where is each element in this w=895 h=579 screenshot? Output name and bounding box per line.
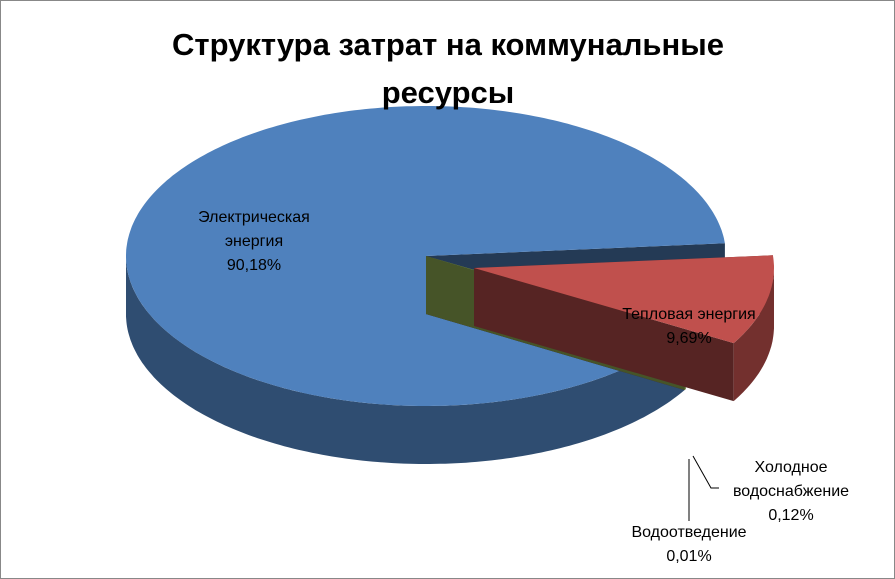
chart-title: Структура затрат на коммунальные ресурсы (172, 27, 724, 110)
pie-slice (474, 255, 774, 402)
label-value: 0,12% (768, 507, 814, 524)
leader-line (692, 455, 719, 489)
label-value: 90,18% (226, 257, 282, 274)
label-name: Водоотведение (631, 524, 747, 541)
data-label: Холодное водоснабжение 0,12% (706, 456, 876, 528)
slice-wall (126, 256, 685, 464)
data-label: Тепловая энергия 9,69% (589, 303, 789, 351)
label-name: Электрическая энергия (198, 209, 310, 250)
label-value: 9,69% (666, 330, 712, 347)
data-label: Водоотведение 0,01% (599, 521, 779, 569)
slice-wall (733, 268, 774, 402)
slice-top (474, 255, 774, 344)
label-value: 0,01% (666, 548, 712, 565)
label-name: Холодное водоснабжение (732, 459, 850, 500)
label-name: Тепловая энергия (622, 306, 756, 323)
slice-face (474, 268, 734, 402)
data-label: Электрическая энергия 90,18% (174, 206, 334, 278)
